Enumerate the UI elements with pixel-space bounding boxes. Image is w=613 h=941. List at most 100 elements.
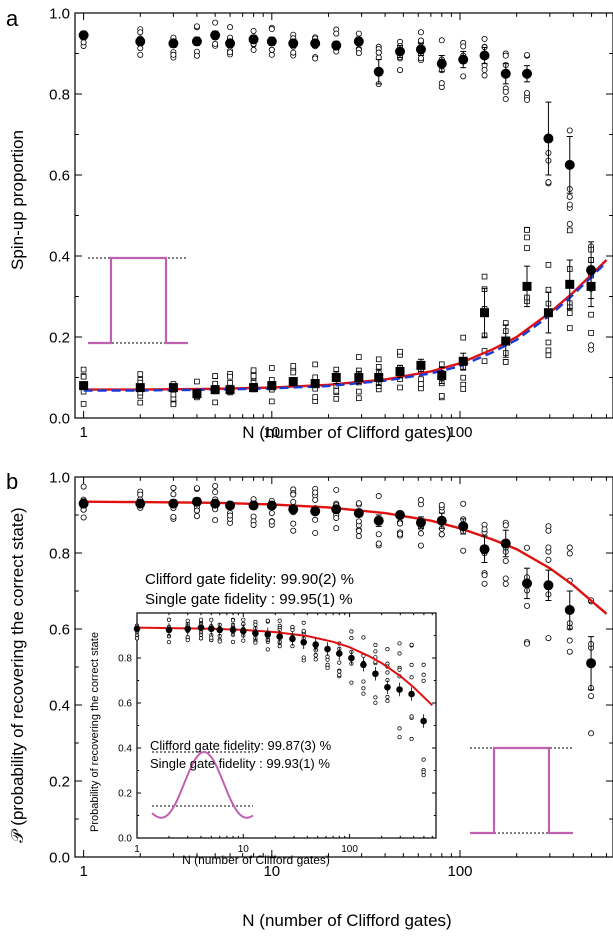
panel-a-raw-point xyxy=(268,46,275,53)
inset-raw-point xyxy=(373,695,378,700)
inset-raw-point xyxy=(313,657,318,662)
panel-b-raw-point xyxy=(212,489,219,496)
panel-a-mean-circle xyxy=(331,40,342,51)
inset-raw-point xyxy=(421,678,426,683)
panel-a-mean-circle xyxy=(373,66,384,77)
panel-a-mean-square xyxy=(565,279,575,289)
panel-a-x-tick-label: 100 xyxy=(447,424,472,441)
inset-raw-point xyxy=(361,686,366,691)
panel-a-raw-point xyxy=(417,29,424,36)
panel-a-mean-square xyxy=(331,373,341,382)
inset-x-tick-label: 100 xyxy=(341,844,358,855)
panel-a-mean-square xyxy=(267,381,277,391)
panel-a-raw-point xyxy=(212,19,219,26)
panel-a-raw-point xyxy=(227,49,234,56)
panel-b-mean-circle xyxy=(78,498,89,509)
inset-x-tick-label: 1 xyxy=(134,844,140,855)
panel-a-mean-square xyxy=(225,385,235,395)
inset-raw-point xyxy=(325,665,330,670)
panel-a-fit-blue xyxy=(83,261,608,392)
panel-b-mean-circle xyxy=(373,515,384,526)
panel-a-raw-point xyxy=(212,40,219,47)
panel-a-raw-point xyxy=(193,52,200,59)
inset-mean-circle xyxy=(276,633,283,640)
panel-a-raw-point xyxy=(588,330,594,336)
panel-b-mean-circle xyxy=(191,496,202,507)
inset-raw-point xyxy=(421,662,426,667)
inset-raw-point xyxy=(277,644,282,649)
panel-a-raw-point xyxy=(355,50,362,57)
inset-raw-point xyxy=(209,617,214,622)
panel-a-raw-point xyxy=(333,30,340,37)
inset-mean-circle xyxy=(264,631,272,638)
panel-a-raw-point xyxy=(481,72,488,79)
inset-raw-point xyxy=(277,618,282,623)
panel-b-raw-point xyxy=(566,648,573,655)
inset-raw-point xyxy=(397,735,402,740)
inset-raw-point xyxy=(198,636,204,641)
panel-a-raw-point xyxy=(397,384,403,391)
inset-raw-point xyxy=(385,694,390,699)
panel-b-mean-circle xyxy=(436,515,447,526)
panel-a-raw-point xyxy=(566,310,573,316)
panel-a-raw-point xyxy=(545,179,552,186)
inset-raw-point xyxy=(349,629,354,634)
inset-raw-point xyxy=(397,651,402,656)
panel-a-raw-point xyxy=(460,334,467,341)
inset-raw-point xyxy=(397,667,402,672)
inset-raw-point xyxy=(253,622,258,627)
inset-mean-circle xyxy=(384,683,391,691)
panel-b-raw-point xyxy=(312,489,319,496)
inset-raw-point xyxy=(313,653,318,658)
panel-a-raw-point xyxy=(333,396,340,402)
panel-b-label: b xyxy=(6,469,18,494)
inset-raw-point xyxy=(166,617,172,622)
inset-raw-point xyxy=(337,669,342,674)
panel-b-raw-point xyxy=(333,525,340,532)
panel-b-raw-point xyxy=(290,527,297,534)
panel-b-y-tick-label: 0.0 xyxy=(49,849,70,866)
inset-mean-circle xyxy=(420,717,427,725)
panel-a-raw-point xyxy=(290,363,297,369)
panel-a-raw-point xyxy=(355,30,362,37)
inset-raw-point xyxy=(230,639,236,644)
panel-b-raw-point xyxy=(566,550,573,557)
panel-b-mean-circle xyxy=(395,510,406,520)
panel-b-y-tick-label: 0.6 xyxy=(49,621,70,638)
panel-a-mean-square xyxy=(501,336,511,346)
panel-a-mean-circle xyxy=(522,68,533,79)
panel-a-raw-point xyxy=(524,234,530,241)
panel-b-raw-point xyxy=(355,533,362,540)
panel-b-raw-point xyxy=(312,529,319,536)
panel-b-raw-point xyxy=(333,486,340,493)
panel-b-raw-point xyxy=(588,730,595,737)
panel-b-x-tick-label: 100 xyxy=(447,863,472,880)
panel-a-raw-point xyxy=(481,67,488,74)
panel-a-mean-circle xyxy=(191,36,202,47)
panel-b-raw-point xyxy=(481,526,488,533)
inset-mean-circle xyxy=(324,645,331,653)
inset-raw-point xyxy=(409,642,414,647)
panel-b-annotation-clifford: Clifford gate fidelity: 99.90(2) % xyxy=(145,571,354,588)
panel-a-raw-point xyxy=(397,348,403,355)
inset-raw-point xyxy=(265,647,270,652)
panel-a-y-tick-label: 0.2 xyxy=(49,329,70,346)
panel-b-raw-point xyxy=(545,544,552,551)
panel-b-raw-point xyxy=(417,542,424,549)
panel-a-raw-point xyxy=(137,45,144,52)
inset-raw-point xyxy=(361,635,366,640)
panel-a-raw-point xyxy=(227,24,234,31)
inset-raw-point xyxy=(373,700,378,705)
panel-a-raw-point xyxy=(80,366,87,373)
panel-a-raw-point xyxy=(356,388,362,395)
inset-annotation-single: Single gate fidelity : 99.93(1) % xyxy=(150,756,330,771)
panel-b-raw-point xyxy=(355,500,362,507)
panel-a-x-tick-label: 1 xyxy=(79,424,87,441)
panel-a-raw-point xyxy=(438,393,445,399)
inset-raw-point xyxy=(185,638,190,643)
panel-a-mean-circle xyxy=(436,58,447,69)
panel-a-mean-square xyxy=(135,383,145,393)
panel-b-mean-circle xyxy=(248,500,259,511)
panel-a-mean-square xyxy=(586,281,596,291)
inset-mean-circle xyxy=(335,650,343,657)
